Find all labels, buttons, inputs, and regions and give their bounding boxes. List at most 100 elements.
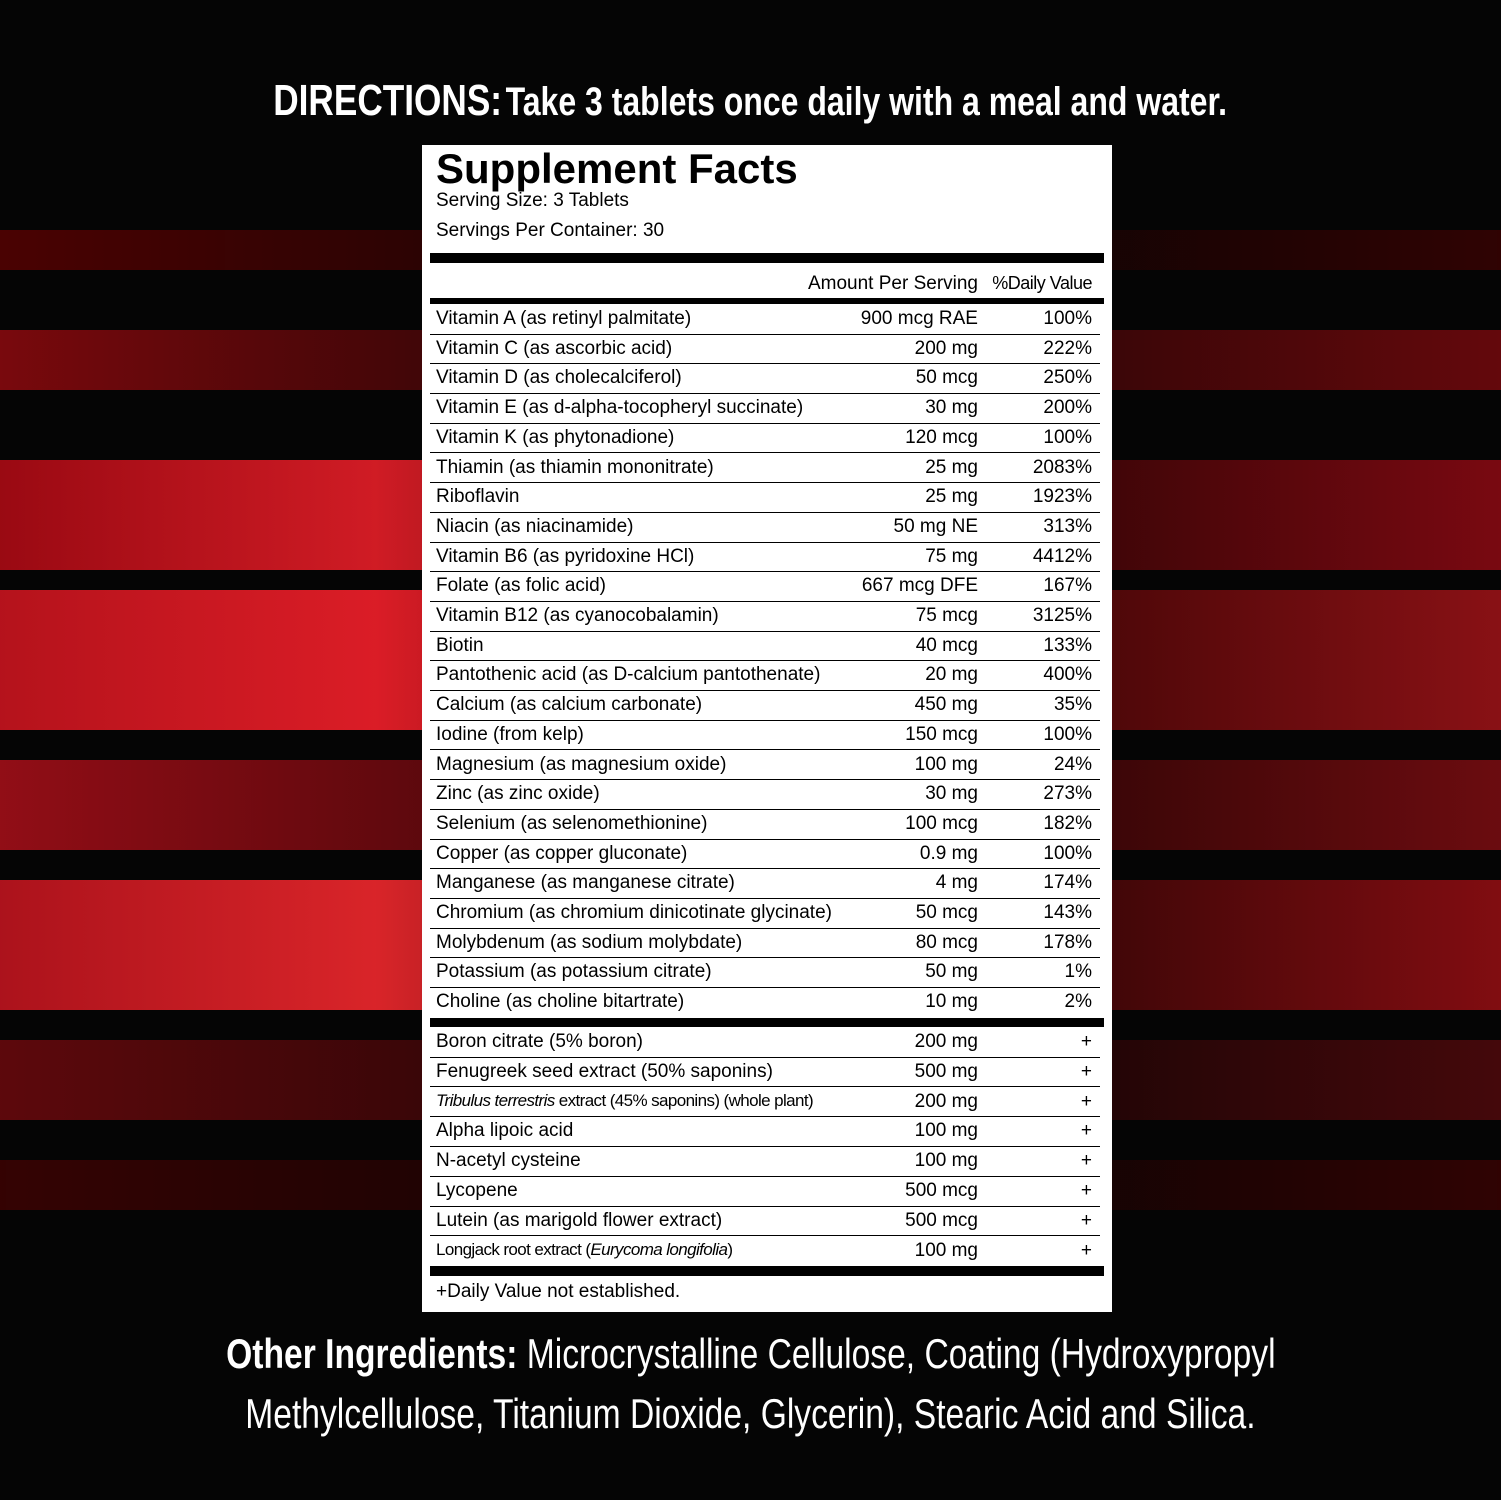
nutrient-name: Vitamin D (as cholecalciferol) — [436, 367, 682, 389]
nutrient-name: Alpha lipoic acid — [436, 1120, 574, 1142]
amount: 450 mg — [914, 694, 978, 716]
daily-value: 167% — [1043, 575, 1092, 597]
other-ingredients-text: Methylcellulose, Titanium Dioxide, Glyce… — [245, 1390, 1256, 1437]
other-ingredients-label: Other Ingredients: — [225, 1330, 518, 1377]
other-ingredients-text: Microcrystalline Cellulose, Coating (Hyd… — [526, 1330, 1276, 1377]
nutrient-name: Tribulus terrestris extract (45% saponin… — [436, 1091, 814, 1111]
daily-value: 273% — [1043, 783, 1092, 805]
amount: 75 mg — [925, 545, 978, 567]
amount: 4 mg — [935, 872, 978, 894]
amount: 200 mg — [914, 1031, 978, 1052]
name-part: Longjack root extract ( — [436, 1239, 591, 1259]
nutrient-name: Vitamin A (as retinyl palmitate) — [436, 308, 692, 329]
facts-row: Riboflavin 25 mg 1923% — [430, 482, 1100, 513]
daily-value: 1923% — [1032, 486, 1092, 508]
amount: 80 mcg — [915, 931, 978, 953]
daily-value: 2% — [1064, 991, 1092, 1013]
daily-value: 313% — [1043, 515, 1092, 537]
nutrient-name: Longjack root extract (Eurycoma longifol… — [436, 1239, 733, 1260]
daily-value: 133% — [1043, 634, 1092, 656]
facts-row: Pantothenic acid (as D-calcium pantothen… — [430, 660, 1100, 692]
nutrient-name: Lutein (as marigold flower extract) — [436, 1209, 723, 1231]
nutrient-name: Vitamin B12 (as cyanocobalamin) — [436, 605, 719, 626]
daily-value: + — [1080, 1150, 1092, 1172]
daily-value: 100% — [1043, 308, 1092, 329]
name-part: ) — [727, 1239, 733, 1259]
daily-value: 100% — [1043, 426, 1092, 448]
amount: 500 mcg — [905, 1209, 978, 1231]
name-part: Eurycoma longifolia — [590, 1239, 728, 1259]
nutrient-name: Choline (as choline bitartrate) — [436, 991, 685, 1013]
daily-value: 100% — [1043, 842, 1092, 864]
daily-value: 4412% — [1032, 545, 1092, 567]
directions-text: Take 3 tablets once daily with a meal an… — [505, 80, 1228, 124]
daily-value: + — [1080, 1090, 1092, 1112]
nutrient-name: Manganese (as manganese citrate) — [436, 872, 735, 894]
facts-row: Molybdenum (as sodium molybdate) 80 mcg 17… — [430, 928, 1100, 959]
daily-value: 1% — [1064, 961, 1092, 983]
amount: 50 mcg — [915, 902, 978, 923]
amount: 50 mg — [925, 961, 978, 983]
facts-row: Zinc (as zinc oxide) 30 mg 273% — [430, 779, 1100, 810]
daily-value: 182% — [1043, 812, 1092, 834]
facts-row: Tribulus terrestris extract (45% saponin… — [430, 1087, 1100, 1118]
amount: 25 mg — [925, 486, 978, 508]
nutrient-name: Vitamin K (as phytonadione) — [436, 426, 675, 448]
header-daily-value: %Daily Value — [992, 273, 1092, 293]
facts-row: Calcium (as calcium carbonate) 450 mg 35% — [430, 690, 1100, 721]
facts-row: Niacin (as niacinamide) 50 mg NE 313% — [430, 512, 1100, 543]
facts-row: Vitamin E (as d-alpha-tocopheryl succina… — [430, 393, 1100, 424]
amount: 75 mcg — [915, 605, 978, 626]
daily-value: + — [1080, 1239, 1092, 1261]
amount: 10 mg — [925, 991, 978, 1013]
nutrient-name: Fenugreek seed extract (50% saponins) — [436, 1060, 773, 1082]
nutrient-name: Iodine (from kelp) — [436, 723, 584, 745]
daily-value: 100% — [1043, 723, 1092, 745]
daily-value: + — [1080, 1060, 1092, 1082]
facts-row: Magnesium (as magnesium oxide) 100 mg 24% — [430, 750, 1100, 781]
amount: 120 mcg — [905, 426, 978, 448]
amount: 50 mcg — [915, 367, 978, 389]
daily-value: 174% — [1043, 872, 1092, 894]
facts-title: Supplement Facts — [436, 145, 798, 192]
directions-line: DIRECTIONS: Take 3 tablets once daily wi… — [274, 76, 1228, 126]
nutrient-name: Magnesium (as magnesium oxide) — [436, 753, 727, 775]
directions-label: DIRECTIONS: — [273, 76, 503, 125]
nutrient-name: Thiamin (as thiamin mononitrate) — [436, 456, 714, 478]
daily-value: 222% — [1043, 337, 1092, 359]
nutrient-name: Potassium (as potassium citrate) — [436, 961, 712, 983]
daily-value: 400% — [1043, 664, 1092, 686]
amount: 20 mg — [925, 664, 978, 686]
nutrient-name: Vitamin E (as d-alpha-tocopheryl succina… — [436, 397, 804, 419]
facts-row: Potassium (as potassium citrate) 50 mg 1% — [430, 957, 1100, 989]
facts-row: Lycopene 500 mcg + — [430, 1176, 1100, 1207]
serving-size: Serving Size: 3 Tablets — [436, 190, 629, 211]
nutrient-name: Niacin (as niacinamide) — [436, 515, 634, 537]
nutrient-name: Copper (as copper gluconate) — [436, 842, 688, 864]
daily-value: + — [1080, 1180, 1092, 1201]
facts-row: Fenugreek seed extract (50% saponins) 500… — [430, 1057, 1100, 1088]
supplement-facts: Supplement Facts Serving Size: 3 Tablets… — [422, 145, 1112, 1312]
nutrient-name: Selenium (as selenomethionine) — [436, 812, 708, 834]
facts-row: Chromium (as chromium dinicotinate glyci… — [430, 898, 1100, 929]
amount: 100 mg — [914, 753, 978, 775]
daily-value: 2083% — [1032, 456, 1092, 478]
nutrient-name: Chromium (as chromium dinicotinate glyci… — [436, 902, 832, 923]
amount: 500 mg — [914, 1060, 978, 1082]
facts-row: N-acetyl cysteine 100 mg + — [430, 1146, 1100, 1177]
facts-row: Alpha lipoic acid 100 mg + — [430, 1116, 1100, 1148]
other-ingredients-line: Methylcellulose, Titanium Dioxide, Glyce… — [0, 1390, 1501, 1438]
amount: 0.9 mg — [919, 842, 978, 864]
daily-value: 3125% — [1032, 605, 1092, 626]
facts-row: Folate (as folic acid) 667 mcg DFE 167% — [430, 571, 1100, 602]
facts-row: Iodine (from kelp) 150 mcg 100% — [430, 720, 1100, 751]
facts-row: Longjack root extract (Eurycoma longifol… — [430, 1236, 1100, 1266]
daily-value: 35% — [1053, 694, 1092, 716]
amount: 40 mcg — [915, 634, 978, 656]
facts-row: Lutein (as marigold flower extract) 500 m… — [430, 1206, 1100, 1237]
facts-row: Thiamin (as thiamin mononitrate) 25 mg 208… — [430, 453, 1100, 484]
facts-row: Biotin 40 mcg 133% — [430, 631, 1100, 662]
amount: 150 mcg — [905, 723, 978, 745]
amount: 200 mg — [914, 337, 978, 359]
